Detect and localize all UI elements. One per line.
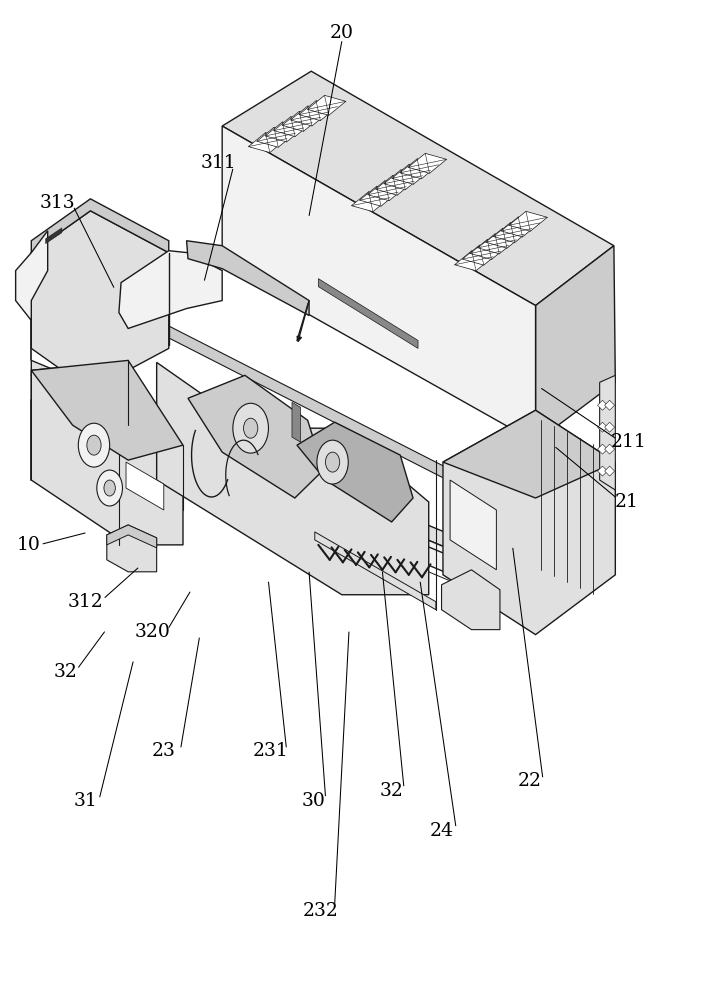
- Polygon shape: [443, 410, 616, 498]
- Text: 32: 32: [380, 782, 404, 800]
- Text: 21: 21: [615, 493, 638, 511]
- Text: 313: 313: [39, 194, 75, 212]
- Text: 22: 22: [518, 772, 542, 790]
- Circle shape: [97, 470, 122, 506]
- Polygon shape: [290, 106, 329, 126]
- Polygon shape: [605, 444, 615, 454]
- Polygon shape: [299, 101, 337, 121]
- Polygon shape: [598, 444, 608, 454]
- Text: 320: 320: [134, 623, 170, 641]
- Polygon shape: [605, 400, 615, 410]
- Polygon shape: [442, 570, 500, 630]
- Polygon shape: [307, 95, 346, 115]
- Polygon shape: [598, 466, 608, 476]
- Polygon shape: [126, 462, 164, 510]
- Circle shape: [244, 418, 258, 438]
- Polygon shape: [598, 422, 608, 432]
- Text: 31: 31: [74, 792, 97, 810]
- Polygon shape: [463, 245, 500, 265]
- Polygon shape: [292, 402, 300, 442]
- Polygon shape: [455, 251, 493, 271]
- Text: 24: 24: [430, 822, 453, 840]
- Polygon shape: [31, 360, 183, 545]
- Polygon shape: [443, 410, 616, 635]
- Polygon shape: [265, 122, 304, 142]
- Text: 231: 231: [252, 742, 288, 760]
- Circle shape: [317, 440, 348, 484]
- Polygon shape: [274, 117, 312, 137]
- Polygon shape: [360, 186, 398, 206]
- Polygon shape: [107, 525, 157, 572]
- Polygon shape: [16, 231, 48, 320]
- Polygon shape: [485, 228, 524, 248]
- Text: 211: 211: [611, 433, 646, 451]
- Circle shape: [79, 423, 109, 467]
- Circle shape: [325, 452, 340, 472]
- Polygon shape: [400, 159, 438, 179]
- Polygon shape: [478, 234, 516, 254]
- Polygon shape: [107, 525, 157, 548]
- Polygon shape: [119, 301, 536, 525]
- Polygon shape: [509, 211, 547, 231]
- Text: 10: 10: [16, 536, 40, 554]
- Polygon shape: [368, 181, 406, 201]
- Polygon shape: [31, 375, 536, 610]
- Polygon shape: [470, 240, 508, 259]
- Polygon shape: [188, 375, 323, 498]
- Polygon shape: [376, 175, 414, 195]
- Text: 32: 32: [54, 663, 77, 681]
- Text: 311: 311: [201, 154, 237, 172]
- Polygon shape: [157, 362, 429, 595]
- Text: 232: 232: [302, 902, 338, 920]
- Polygon shape: [31, 360, 183, 460]
- Text: 30: 30: [302, 792, 325, 810]
- Polygon shape: [605, 422, 615, 432]
- Polygon shape: [384, 170, 423, 190]
- Polygon shape: [222, 126, 536, 442]
- Polygon shape: [600, 375, 616, 490]
- Polygon shape: [297, 422, 413, 522]
- Polygon shape: [315, 532, 436, 610]
- Polygon shape: [119, 251, 222, 328]
- Polygon shape: [248, 133, 287, 153]
- Polygon shape: [222, 71, 614, 306]
- Polygon shape: [46, 228, 62, 244]
- Polygon shape: [392, 164, 430, 184]
- Polygon shape: [282, 111, 320, 131]
- Polygon shape: [605, 466, 615, 476]
- Polygon shape: [31, 199, 169, 253]
- Polygon shape: [318, 279, 418, 348]
- Polygon shape: [536, 246, 616, 442]
- Polygon shape: [408, 153, 447, 173]
- Polygon shape: [31, 360, 536, 585]
- Circle shape: [87, 435, 101, 455]
- Polygon shape: [501, 217, 540, 237]
- Polygon shape: [31, 211, 169, 390]
- Text: 312: 312: [67, 593, 103, 611]
- Polygon shape: [450, 480, 496, 570]
- Polygon shape: [352, 192, 390, 212]
- Text: 23: 23: [152, 742, 176, 760]
- Polygon shape: [257, 127, 295, 147]
- Circle shape: [104, 480, 115, 496]
- Polygon shape: [493, 223, 532, 243]
- Text: 20: 20: [330, 24, 354, 42]
- Polygon shape: [598, 400, 608, 410]
- Circle shape: [233, 403, 268, 453]
- Polygon shape: [187, 241, 309, 316]
